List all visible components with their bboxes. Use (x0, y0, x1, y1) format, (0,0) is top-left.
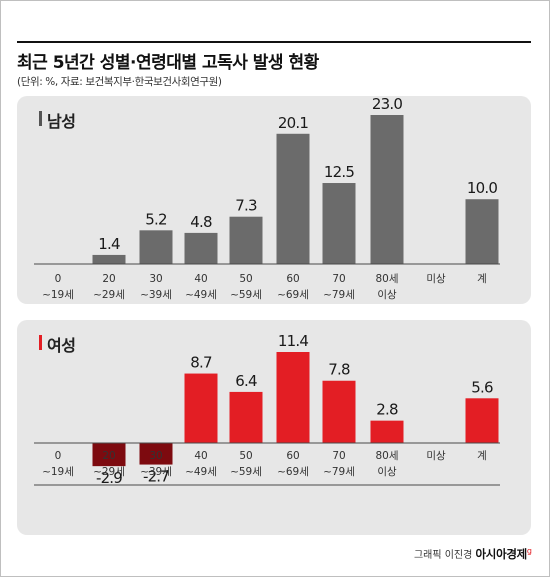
male-category-label: 이상 (377, 289, 397, 301)
female-category-label: 미상 (426, 450, 446, 462)
female-panel-title: 여성 (39, 332, 76, 356)
male-value-label: 23.0 (372, 95, 402, 113)
male-bar (465, 199, 499, 264)
male-category-label: 60 (286, 273, 299, 285)
male-category-label: 0 (55, 273, 62, 285)
female-value-label: 2.8 (376, 401, 398, 419)
male-category-label: 미상 (426, 273, 446, 285)
male-value-label: 10.0 (467, 179, 497, 197)
male-value-label: 20.1 (278, 114, 308, 132)
male-category-label: ~39세 (140, 289, 172, 301)
male-panel: 남성 (17, 96, 531, 304)
male-category-label: 70 (332, 273, 345, 285)
male-category-label: ~19세 (42, 289, 74, 301)
female-category-label: 이상 (377, 466, 397, 478)
female-bar (322, 380, 356, 443)
female-bar (184, 373, 218, 443)
female-bar (465, 398, 499, 443)
female-category-label: ~79세 (323, 466, 355, 478)
female-category-label: 30 (149, 450, 162, 462)
chart-subtitle: (단위: %, 자료: 보건복지부·한국보건사회연구원) (17, 76, 222, 88)
female-category-label: 80세 (375, 450, 398, 462)
chart-title: 최근 5년간 성별·연령대별 고독사 발생 현황 (17, 53, 319, 73)
male-bar (139, 230, 173, 264)
female-bar (139, 443, 173, 465)
male-category-label: 계 (477, 273, 487, 285)
male-category-label: 80세 (375, 273, 398, 285)
female-category-label: ~19세 (42, 466, 74, 478)
female-bar (92, 443, 126, 467)
male-value-label: 12.5 (324, 163, 354, 181)
male-category-label: 30 (149, 273, 162, 285)
female-category-label: 20 (102, 450, 115, 462)
female-value-label: 11.4 (278, 332, 308, 350)
male-panel-title: 남성 (39, 108, 76, 132)
male-bar (322, 183, 356, 264)
female-category-label: ~29세 (93, 466, 125, 478)
male-bar (229, 216, 263, 264)
female-bar (370, 420, 404, 443)
female-value-label: 5.6 (471, 378, 493, 396)
female-value-label: 6.4 (235, 372, 257, 390)
female-category-label: 70 (332, 450, 345, 462)
male-category-label: ~49세 (185, 289, 217, 301)
female-category-label: 0 (55, 450, 62, 462)
male-category-label: 50 (239, 273, 252, 285)
male-value-label: 1.4 (98, 235, 120, 253)
female-value-label: 7.8 (328, 361, 350, 379)
female-category-label: ~69세 (277, 466, 309, 478)
male-bar (92, 254, 126, 264)
male-category-label: 40 (194, 273, 207, 285)
male-bar (184, 232, 218, 264)
brand-logo-text: 아시아경제 (475, 547, 528, 561)
female-category-label: 40 (194, 450, 207, 462)
female-category-label: 60 (286, 450, 299, 462)
credit: 그래픽 이진경 아시아경제g (414, 546, 532, 562)
male-bar (276, 133, 310, 264)
brand-mark: g (526, 546, 532, 556)
female-category-label: 50 (239, 450, 252, 462)
female-value-label: -2.7 (143, 468, 169, 486)
female-category-label: ~49세 (185, 466, 217, 478)
male-category-label: ~59세 (230, 289, 262, 301)
male-category-label: ~69세 (277, 289, 309, 301)
female-category-label: ~59세 (230, 466, 262, 478)
male-bar (370, 115, 404, 264)
male-category-label: ~29세 (93, 289, 125, 301)
credit-text: 그래픽 이진경 (413, 550, 473, 561)
female-value-label: 8.7 (190, 354, 212, 372)
male-category-label: 20 (102, 273, 115, 285)
female-bar (276, 352, 310, 443)
male-value-label: 4.8 (190, 213, 212, 231)
female-category-label: 계 (477, 450, 487, 462)
female-bar (229, 391, 263, 443)
top-rule (17, 41, 531, 43)
female-panel: 여성 (17, 320, 531, 535)
female-category-label: ~39세 (140, 466, 172, 478)
male-category-label: ~79세 (323, 289, 355, 301)
female-value-label: -2.9 (96, 469, 122, 487)
male-value-label: 5.2 (145, 210, 167, 228)
male-value-label: 7.3 (235, 197, 257, 215)
